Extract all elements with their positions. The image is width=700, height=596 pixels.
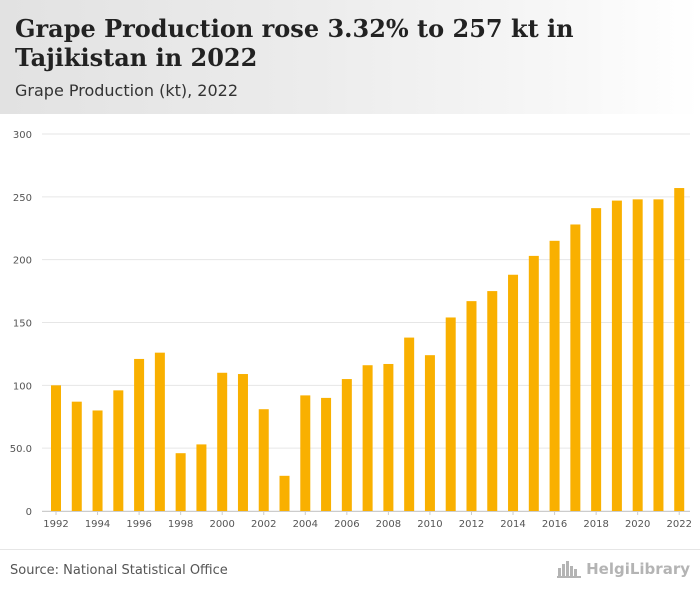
chart-area: 0 50.0 100 150 200 250 300 1992 1994 1996 1998 2000… [0,114,700,544]
bar-1997 [154,352,165,511]
bar-2015 [528,255,539,511]
bar-2021 [653,199,664,511]
x-tick-label: 2018 [583,519,608,530]
y-tick-label: 250 [13,193,32,204]
bar-2002 [258,409,269,511]
bar-2020 [632,199,643,511]
x-tick-label: 2008 [376,519,401,530]
x-tick-label: 1998 [168,519,193,530]
bar-1994 [92,410,103,511]
y-tick-label: 200 [13,256,32,267]
city-skyline-icon [557,561,582,578]
bar-chart: 0 50.0 100 150 200 250 300 1992 1994 1996 1998 2000… [10,130,692,530]
bar-2006 [341,379,352,511]
x-tick-label: 1994 [85,519,110,530]
x-tick-label: 2002 [251,519,276,530]
source-note: Source: National Statistical Office [10,563,228,578]
bar-2017 [570,224,581,511]
bar-2012 [466,301,477,511]
logo-text: HelgiLibrary [586,560,690,578]
bar-1998 [175,453,186,511]
bar-2014 [508,274,519,511]
x-tick-label: 2012 [459,519,484,530]
bar-2000 [217,372,228,511]
bar-2008 [383,363,394,511]
x-tick-label: 2010 [417,519,442,530]
x-tick-label: 2020 [625,519,650,530]
bar-1999 [196,444,207,511]
x-tick-label: 2006 [334,519,359,530]
y-tick-label: 50.0 [10,444,32,455]
y-tick-label: 150 [13,319,32,330]
bar-2018 [591,208,602,511]
chart-title: Grape Production rose 3.32% to 257 kt in… [15,14,574,72]
bar-2003 [279,475,290,511]
y-tick-label: 300 [13,130,32,141]
bar-2016 [549,240,560,512]
bar-1995 [113,390,124,511]
bar-1992 [51,385,61,511]
bar-2019 [611,200,622,511]
bar-2010 [424,355,435,511]
bar-2001 [237,374,248,511]
bar-2022 [674,188,685,511]
x-tick-label: 2004 [293,519,318,530]
bar-2007 [362,365,373,511]
helgi-library-logo[interactable]: HelgiLibrary [557,560,690,578]
y-tick-label: 100 [13,381,32,392]
bar-1993 [71,401,82,511]
header-band: Grape Production rose 3.32% to 257 kt in… [0,0,700,114]
x-tick-label: 2000 [209,519,234,530]
x-tick-label: 1992 [43,519,68,530]
bar-2013 [487,291,498,511]
x-tick-label: 2016 [542,519,567,530]
y-tick-label: 0 [26,507,32,518]
bar-2005 [321,397,332,511]
x-tick-label: 2022 [666,519,691,530]
footer-divider [0,549,700,550]
bar-2009 [404,337,415,511]
x-tick-label: 2014 [500,519,525,530]
bar-1996 [134,358,145,511]
x-tick-label: 1996 [126,519,151,530]
bar-2004 [300,395,311,511]
chart-subtitle: Grape Production (kt), 2022 [15,81,238,100]
bar-2011 [445,317,456,511]
